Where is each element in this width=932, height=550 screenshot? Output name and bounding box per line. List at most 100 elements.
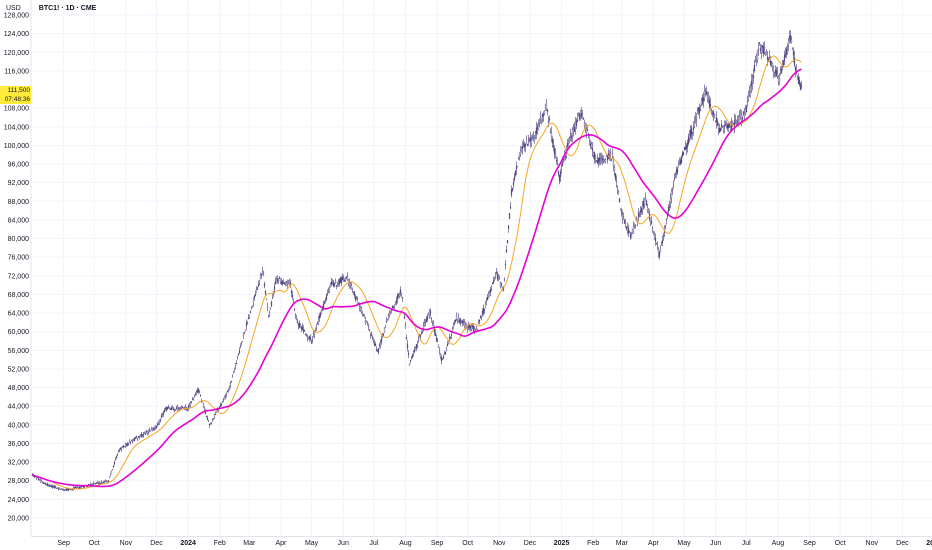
candle-body <box>505 249 508 253</box>
candle-body <box>285 282 288 286</box>
price-axis[interactable]: 20,000 24,000 28,000 32,000 36,000 40,000 44,0… <box>4 13 29 523</box>
candle-body <box>79 487 82 489</box>
candle-body <box>683 147 686 150</box>
time-tick-label: Apr <box>648 540 660 547</box>
candle-body <box>525 141 528 144</box>
candle-body <box>419 334 422 338</box>
candle-body <box>586 129 589 131</box>
candle-body <box>756 50 759 61</box>
candle-body <box>690 127 693 135</box>
candle-body <box>620 212 623 214</box>
candle-body <box>307 338 310 340</box>
candle-body <box>787 41 790 45</box>
time-tick-label: Dec <box>524 540 537 547</box>
candle-body <box>428 310 431 315</box>
candle-body <box>306 336 309 339</box>
price-tick-label: 24,000 <box>8 497 30 504</box>
candle-body <box>159 419 162 421</box>
candle-body <box>591 148 594 152</box>
candle-body <box>437 344 440 348</box>
candle-body <box>455 315 458 320</box>
candle-body <box>324 300 327 301</box>
candle-body <box>618 198 621 203</box>
candle-body <box>436 340 439 342</box>
candle-body <box>101 482 104 484</box>
candle-body <box>232 372 235 374</box>
candle-body <box>759 48 762 51</box>
candle-body <box>431 322 434 324</box>
candle-body <box>236 356 239 358</box>
candle-body <box>699 109 702 111</box>
candle-body <box>517 158 520 160</box>
candle-body <box>755 55 758 59</box>
candle-body <box>708 99 711 107</box>
candle-body <box>750 81 753 86</box>
candle-body <box>697 107 700 112</box>
time-tick-label: Jul <box>369 540 378 547</box>
candle-body <box>248 314 251 318</box>
candle-body <box>263 283 266 287</box>
slow-moving-average-line <box>32 68 802 488</box>
candle-body <box>583 122 586 127</box>
candle-body <box>476 329 479 331</box>
time-axis[interactable]: Sep Oct Nov Dec 2024 Feb Mar Apr May Jun Jul Aug Sep… <box>57 540 932 547</box>
candle-body <box>460 320 463 323</box>
candle-body <box>140 433 143 437</box>
candle-body <box>352 291 355 295</box>
candle-body <box>474 329 477 331</box>
candle-body <box>668 205 671 208</box>
candle-body <box>730 123 733 130</box>
price-tick-label: 96,000 <box>8 162 30 169</box>
candle-body <box>321 308 324 310</box>
candle-body <box>466 327 469 330</box>
candle-body <box>317 318 320 324</box>
candle-body <box>439 354 442 357</box>
candle-body <box>213 414 216 418</box>
candle-body <box>471 325 474 328</box>
candle-body <box>135 436 138 438</box>
candle-body <box>496 274 499 279</box>
candle-body <box>78 487 81 489</box>
candle-body <box>270 302 273 307</box>
candle-body <box>395 299 398 303</box>
candle-body <box>670 190 673 199</box>
candle-body <box>424 322 427 324</box>
candle-body <box>166 407 169 410</box>
candle-body <box>658 252 661 257</box>
candle-body <box>718 128 721 133</box>
price-tick-label: 48,000 <box>8 385 30 392</box>
candle-body <box>302 329 305 333</box>
candle-body <box>45 483 48 485</box>
candle-body <box>747 96 750 100</box>
candle-body <box>707 96 710 99</box>
candle-body <box>705 91 708 95</box>
price-tick-label: 64,000 <box>8 311 30 318</box>
candle-body <box>785 48 788 55</box>
candle-body <box>516 166 519 168</box>
time-tick-label: Jun <box>710 540 721 547</box>
candle-body <box>364 320 367 324</box>
candle-body <box>487 293 490 298</box>
candle-body <box>40 480 43 482</box>
candle-body <box>379 342 382 346</box>
candle-body <box>564 156 567 158</box>
candle-body <box>184 406 187 408</box>
candle-body <box>478 319 481 323</box>
candle-body <box>465 323 468 326</box>
price-tick-label: 28,000 <box>8 478 30 485</box>
candle-body <box>46 483 49 486</box>
candle-body <box>98 482 101 484</box>
candle-body <box>264 291 267 294</box>
candle-body <box>155 426 158 428</box>
candle-body <box>209 423 212 424</box>
candle-body <box>180 407 183 409</box>
candle-body <box>441 358 444 360</box>
candle-body <box>193 395 196 397</box>
candle-body <box>588 135 591 141</box>
candle-body <box>741 117 744 119</box>
candle-body <box>669 198 672 203</box>
candle-body <box>774 70 777 74</box>
candle-body <box>76 486 79 488</box>
candle-body <box>500 283 503 286</box>
